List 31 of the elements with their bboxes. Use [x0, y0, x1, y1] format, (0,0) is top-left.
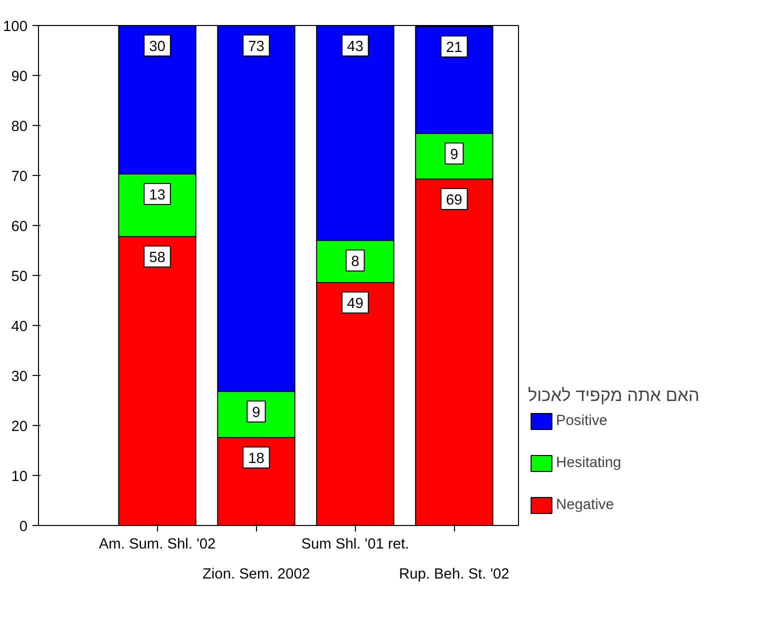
data-label: 43	[347, 39, 364, 55]
legend-label: Negative	[556, 497, 614, 513]
y-tick-label: 40	[11, 319, 28, 335]
y-tick-label: 20	[11, 419, 28, 435]
y-tick-label: 30	[11, 369, 28, 385]
y-tick-label: 10	[11, 469, 28, 485]
data-label: 58	[149, 250, 166, 266]
y-tick-label: 100	[3, 19, 28, 35]
data-label: 21	[446, 40, 462, 56]
legend-title: האם אתה מקפיד לאכול	[528, 385, 700, 406]
data-label: 13	[149, 188, 166, 204]
data-label: 73	[248, 39, 264, 55]
data-label: 9	[252, 405, 260, 421]
data-label: 18	[248, 451, 264, 467]
data-label: 49	[347, 296, 364, 312]
y-tick-label: 0	[19, 519, 28, 535]
x-tick-label: Rup. Beh. St. '02	[399, 566, 510, 582]
data-label: 69	[446, 192, 462, 208]
y-tick-label: 70	[11, 169, 28, 185]
x-tick-label: Sum Shl. '01 ret.	[301, 536, 410, 552]
y-tick-label: 80	[11, 119, 28, 135]
y-tick-label: 60	[11, 219, 28, 235]
legend-label: Positive	[556, 413, 608, 429]
x-tick-label: Am. Sum. Shl. '02	[98, 536, 216, 552]
data-label: 8	[351, 254, 360, 270]
y-tick-label: 90	[11, 69, 28, 85]
data-label: 30	[149, 39, 166, 55]
data-label: 9	[450, 147, 458, 163]
legend-label: Hesitating	[556, 455, 622, 471]
y-tick-label: 50	[11, 269, 28, 285]
x-tick-label: Zion. Sem. 2002	[202, 566, 310, 582]
